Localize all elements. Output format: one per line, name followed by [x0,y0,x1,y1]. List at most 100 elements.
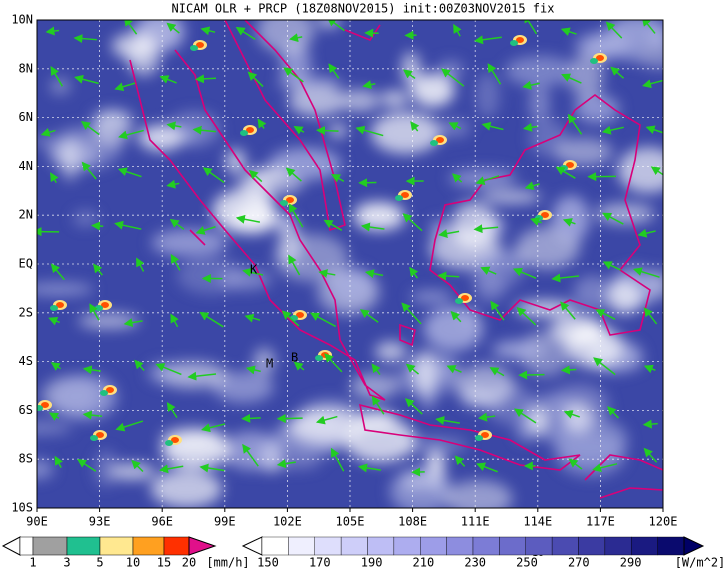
wind-arrow [522,122,538,132]
olr-label: 210 [413,556,435,570]
lon-label: 102E [273,515,302,529]
cloud [225,148,246,175]
precip-label: 15 [157,556,171,570]
wind-arrow [166,121,182,131]
wind-arrow [54,455,63,468]
cloud [374,341,407,362]
cloud [389,467,453,508]
wind-arrow [131,459,144,473]
lon-label: 111E [461,515,490,529]
cloud [638,45,663,69]
grid [37,20,663,508]
wind-arrow [285,167,302,182]
wind-arrow [118,129,144,140]
precip-arrow-right [188,536,217,556]
rain-edge [100,390,108,396]
wind-arrow [50,172,59,183]
wind-arrow [643,307,658,325]
wind-arrow [437,271,460,281]
cloud [451,201,496,250]
precip-label: 3 [63,556,70,570]
wind-arrow [192,125,216,135]
wind-arrow [568,458,583,470]
olr-arrow-left [241,536,263,556]
wind-arrow [77,458,97,472]
wind-arrow [200,26,216,36]
marker-k: K [250,263,258,277]
olr-swatch [525,536,553,556]
wind-arrow [289,33,303,43]
wind-arrow [90,221,104,231]
wind-arrow [288,203,304,228]
cloud [648,26,663,50]
cloud [370,112,441,154]
rain-core [56,302,64,308]
wind-arrow [293,361,305,371]
wind-arrow [560,27,577,37]
cloud [288,85,345,117]
rain-edge [50,305,58,311]
lon-label: 90E [26,515,48,529]
wind-arrow [481,121,504,131]
wind-arrow [248,169,263,183]
wind-arrow [194,74,217,84]
cloud [212,371,274,403]
wind-arrow [155,363,182,376]
cloud [565,325,623,368]
cloud [606,280,642,315]
cloud [456,364,514,408]
wind-arrow [81,161,97,180]
olr-label: 230 [464,556,486,570]
lon-label: 108E [398,515,427,529]
wind-arrow [402,213,423,232]
wind-arrow [315,126,339,136]
wind-arrow [473,224,499,234]
wind-arrow [281,310,300,327]
wind-arrow [166,22,180,34]
precip-label: 1 [29,556,36,570]
marker-b: B [291,351,298,365]
wind-arrow [331,173,345,183]
wind-arrow [523,20,538,35]
cloud [256,20,315,53]
wind-arrow [643,364,656,374]
cloud [616,353,644,370]
rain-edge [95,305,103,311]
wind-arrow [592,463,618,473]
precip-swatch [99,536,134,556]
precip-label: 10 [126,556,140,570]
wind-arrow [530,217,542,226]
wind-arrow [450,310,462,323]
wind-arrow [402,69,416,80]
wind-arrow [490,300,505,321]
rain-core [96,432,104,438]
cloud [150,469,223,508]
wind-arrow [136,257,145,272]
rain-core [106,387,114,393]
wind-vectors [37,20,663,477]
wind-arrow [371,395,385,415]
wind-arrow [642,79,663,89]
wind-arrow [328,63,340,79]
wind-arrow [593,357,616,376]
lon-label: 96E [151,515,173,529]
olr-swatch [657,536,685,556]
olr-swatch [314,536,342,556]
rain-edge [590,58,598,64]
wind-arrow [245,365,261,375]
wind-arrow [73,34,97,44]
cloud [61,138,79,181]
lat-label: 2S [19,305,33,319]
lat-label: 8S [19,452,33,466]
wind-arrow [323,219,343,231]
wind-arrow [50,263,66,281]
rain-core [461,295,469,301]
wind-arrow [551,273,580,283]
precip-swatch [163,536,190,556]
wind-arrow [276,414,303,424]
precip-label: 20 [182,556,196,570]
rain-core [516,37,524,43]
rain-core [196,42,204,48]
cloud [49,78,71,95]
wind-arrow [607,406,619,419]
